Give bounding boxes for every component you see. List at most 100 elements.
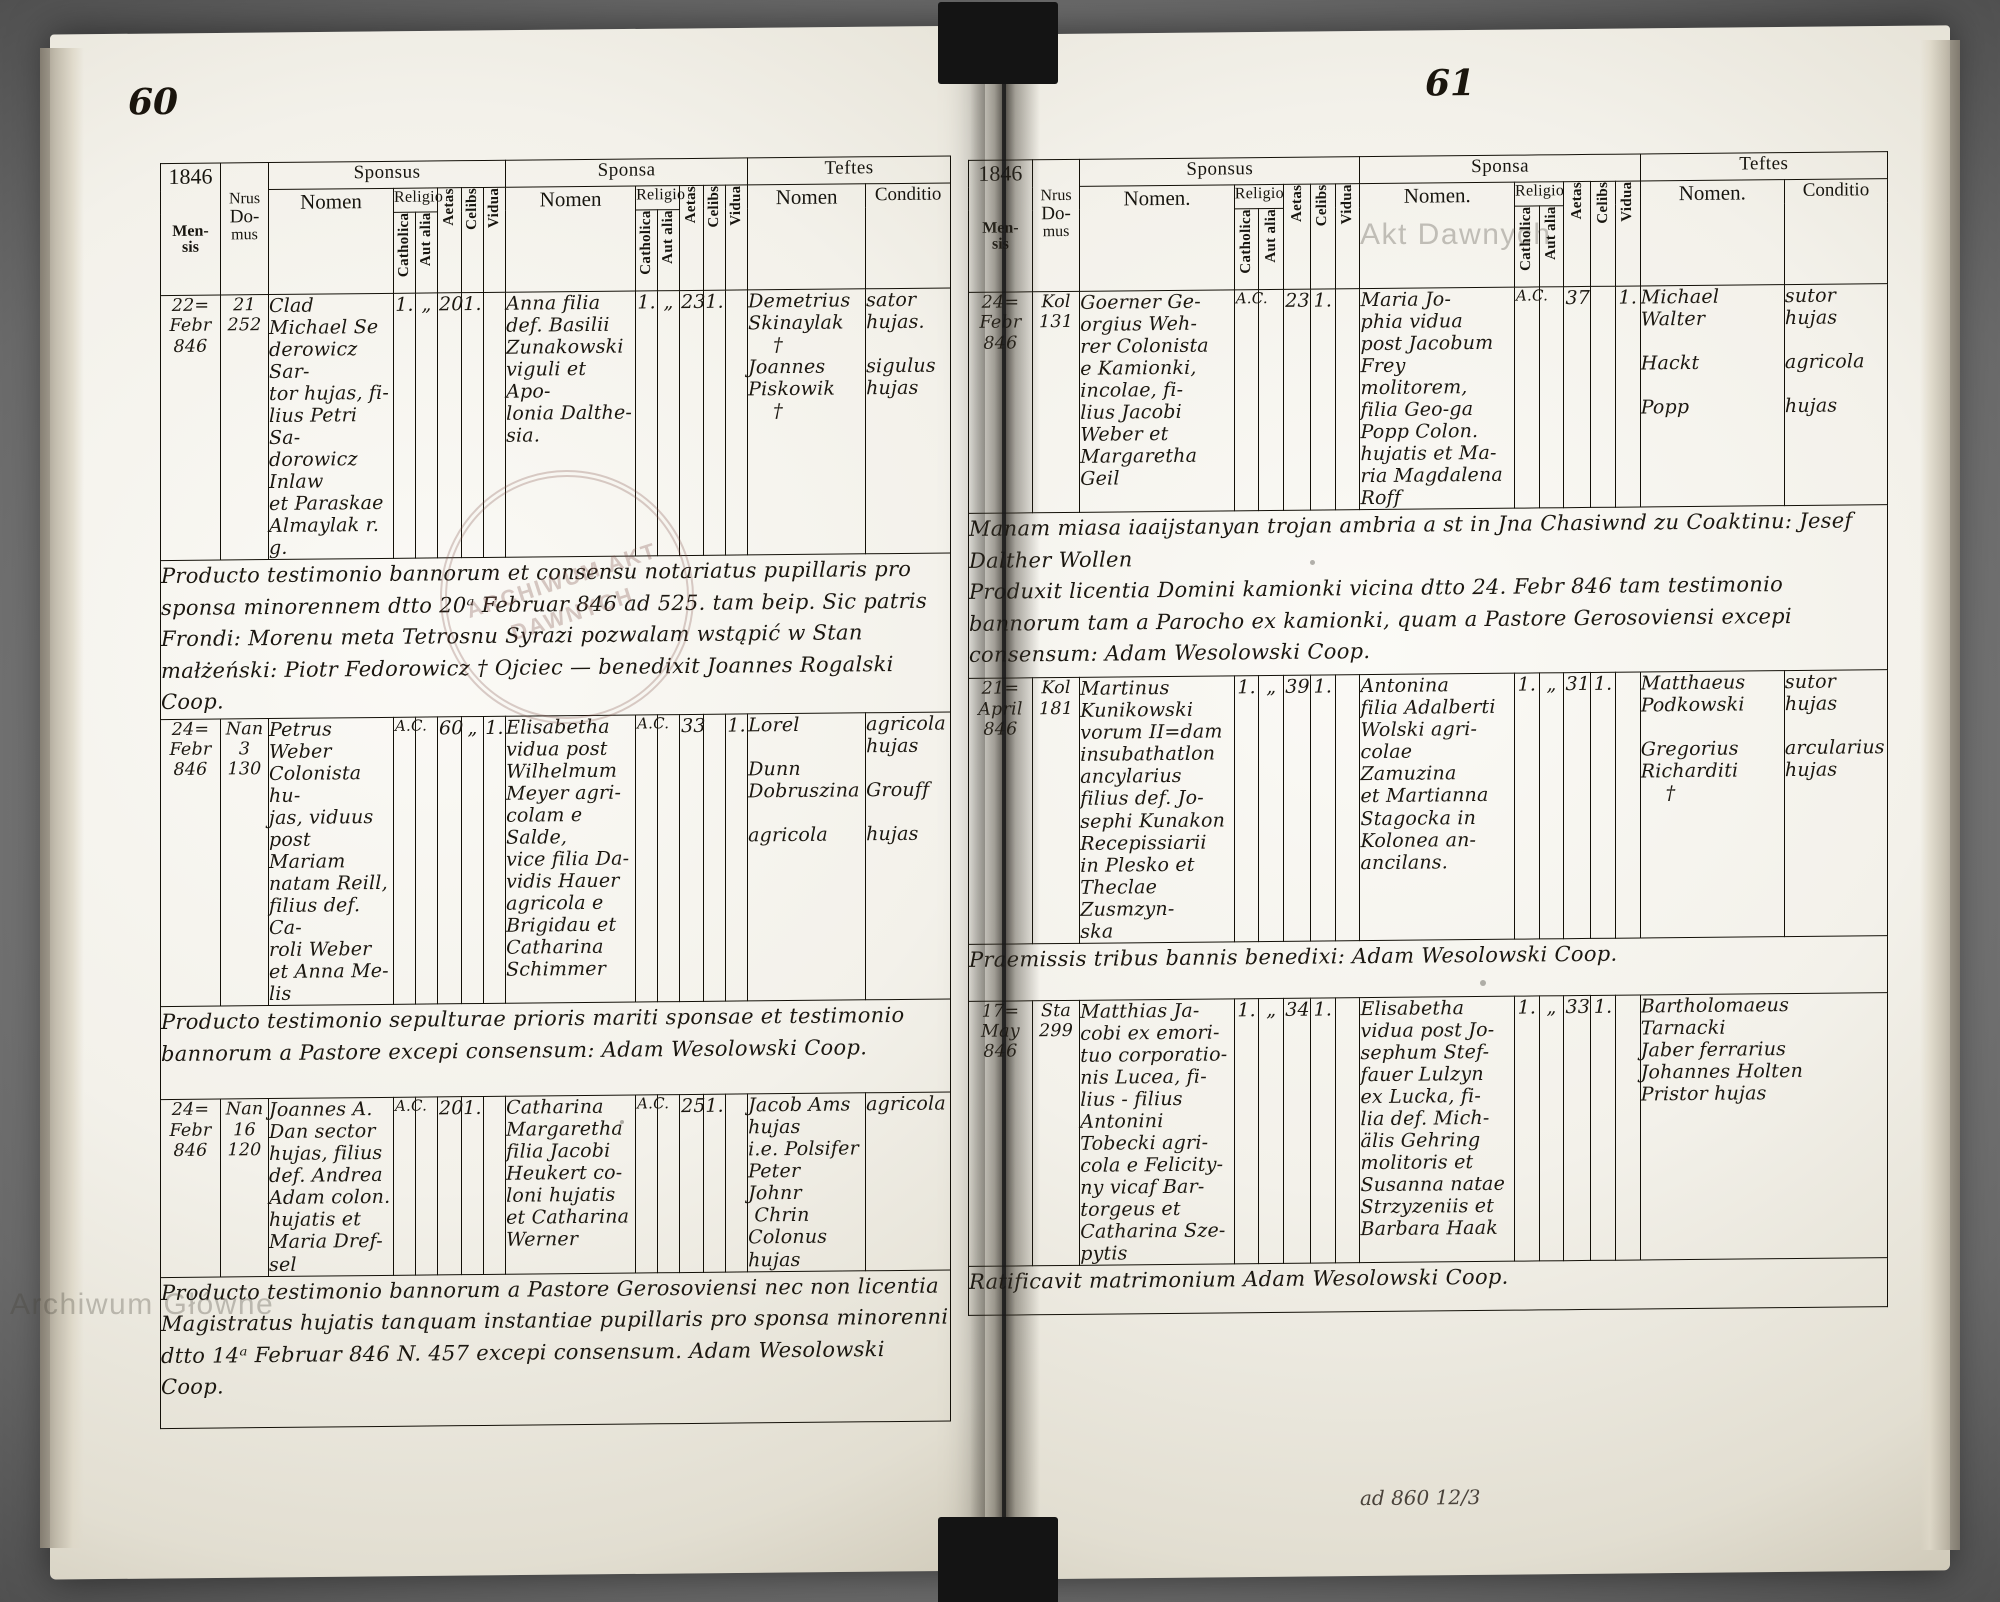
cell-domus: 21 252: [220, 294, 269, 561]
cell-mensis: 24= Febr 846: [160, 718, 221, 1007]
domus-label-2: mus: [231, 225, 258, 244]
cell-sponsa-celibs: 1.: [1590, 672, 1616, 939]
cell-testes-conditio: sutor hujas arcularius hujas: [1784, 669, 1888, 937]
cell-testes-conditio: sator hujas. sigulus hujas: [865, 287, 951, 555]
cell-mensis: 17= May 846: [968, 1000, 1033, 1267]
sponsa-nomen-header-right: Nomen.: [1359, 182, 1515, 289]
cell-domus: Nan 3 130: [220, 718, 269, 1007]
testes-conditio-header-left: Conditio: [865, 182, 951, 289]
cell-sponsus-autalia: [415, 1097, 438, 1275]
cell-sponsa-vidua: [1615, 994, 1641, 1261]
cell-sponsus-vidua: [1335, 674, 1360, 941]
cell-sponsus-celibs: 1.: [1310, 997, 1336, 1264]
cell-domus: Sta 299: [1032, 1000, 1080, 1266]
open-book: [40, 25, 1960, 1580]
table-row: 22= Febr 846 21 252 Clad Michael Se derowicz…: [160, 287, 951, 561]
year-label: 1846: [978, 160, 1023, 186]
table-row: 17= May 846 Sta 299 Matthias Ja-cobi ex emo…: [968, 992, 1888, 1267]
note-line-2: Produxit licentia Domini kamionki vicina…: [969, 572, 1792, 668]
sponsa-religio-header-left: Religio: [635, 185, 685, 210]
cell-sponsus-vidua: 1.: [483, 716, 506, 1004]
cell-sponsus-catholica: A.C.: [393, 1097, 427, 1275]
cell-sponsus-aetas: 23: [1283, 289, 1311, 511]
mensis-label-l1: Men-: [172, 222, 209, 240]
sponsa-autalia-header-left: Aut alia: [657, 209, 680, 291]
sponsa-vidua-header-right: Vidua: [1615, 180, 1641, 287]
cell-sponsus-vidua: [1335, 288, 1360, 511]
scan-speck: [620, 1120, 624, 1124]
sponsa-aetas-header-right: Aetas: [1563, 181, 1591, 287]
testes-group-header-left: Teftes: [747, 155, 951, 185]
sponsus-autalia-header-left: Aut alia: [415, 211, 438, 294]
cell-sponsus-aetas: 20: [437, 1096, 464, 1275]
sponsus-nomen-header-left: Nomen: [268, 188, 394, 295]
cell-sponsa-celibs: [1590, 286, 1616, 508]
mensis-label-l2: sis: [991, 235, 1009, 253]
sponsa-nomen-header-left: Nomen: [505, 186, 636, 293]
sponsus-aetas-header-left: Aetas: [437, 187, 462, 293]
cell-testes-nomen: Michael Walter Hackt Popp: [1640, 284, 1785, 508]
cell-sponsa-celibs: 1.: [703, 1094, 726, 1272]
cell-sponsa-nomen: Catharina Margaretha filia Jacobi Heukert c…: [505, 1095, 636, 1274]
register-table-left: 1846 Men- sis Nrus Do- mus Sponsus Spons…: [160, 155, 951, 1429]
cell-testes-nomen: Jacob Ams hujas i.e. Polsifer Peter Johnr …: [747, 1093, 866, 1272]
cell-sponsa-aetas: 25: [679, 1094, 706, 1273]
testes-group-header-right: Teftes: [1640, 151, 1888, 181]
cell-sponsus-aetas: 39: [1283, 675, 1311, 942]
sponsa-celibs-header-right: Celibs: [1590, 181, 1616, 287]
cell-sponsus-celibs: 1.: [1310, 288, 1336, 511]
cell-sponsus-autalia: [1258, 289, 1284, 511]
mensis-label-l1: Men-: [982, 219, 1019, 237]
sponsus-catholica-header-right: Catholica: [1234, 208, 1259, 290]
marginal-note: Ratificavit matrimonium Adam Wesolowski …: [968, 1257, 1888, 1316]
cell-sponsus-aetas: 20: [437, 292, 464, 559]
cell-sponsus-catholica: 1.: [1234, 675, 1259, 942]
folio-number-left: 60: [128, 80, 179, 124]
cell-sponsus-celibs: 1.: [1310, 675, 1336, 941]
year-label: 1846: [168, 163, 213, 189]
cell-sponsus-nomen: Joannes A. Dan sector hujas, filius def. An…: [268, 1097, 394, 1277]
note-line-1: Manam miasa iaaijstanyan trojan ambria a…: [969, 508, 1853, 573]
cell-sponsus-nomen: Goerner Ge-orgius Weh-rer Colonista e Kam…: [1079, 289, 1235, 513]
cell-mensis: 22= Febr 846: [160, 294, 221, 561]
pencil-annotation: ad 860 12/3: [1360, 1484, 1481, 1511]
cell-sponsus-nomen: Matthias Ja-cobi ex emori-tuo corporatio…: [1079, 998, 1235, 1266]
year-cell-right: 1846 Men- sis: [968, 159, 1033, 293]
cell-sponsa-nomen: Maria Jo-phia vidua post Jacobum Frey moli…: [1359, 287, 1515, 510]
sponsa-religio-header-right: Religio: [1514, 181, 1564, 206]
cell-sponsa-vidua: [1615, 672, 1641, 938]
cell-sponsa-aetas: 33: [679, 714, 706, 1002]
nrus-domus-cell-left: Nrus Do- mus: [220, 162, 269, 295]
sponsus-religio-header-right: Religio: [1234, 184, 1284, 209]
table-row: 24= Febr 846 Nan 16 120 Joannes A. Dan sector…: [160, 1092, 951, 1278]
cell-sponsa-celibs: [703, 714, 726, 1002]
cell-sponsa-vidua: [725, 1094, 748, 1272]
cell-sponsa-autalia: „: [1539, 995, 1564, 1261]
cell-mensis: 24= Febr 846: [160, 1099, 221, 1278]
sponsa-autalia-header-right: Aut alia: [1539, 205, 1564, 287]
table-row: 24= Febr 846 Nan 3 130 Petrus Weber Colonista…: [160, 711, 951, 1007]
sponsus-catholica-header-left: Catholica: [393, 211, 416, 294]
cell-sponsa-nomen: Antonina filia Adalberti Wolski agri-colae…: [1359, 673, 1515, 941]
cell-sponsa-aetas: 23: [679, 290, 706, 556]
cell-mensis: 24= Febr 846: [968, 291, 1033, 514]
cell-testes-nomen: Demetrius Skinaylak † Joannes Piskowik †: [747, 288, 866, 556]
cell-sponsa-nomen: Elisabetha vidua post Jo-sephum Stef-faue…: [1359, 995, 1515, 1263]
cell-testes-conditio: agricola hujas Grouff hujas: [865, 711, 951, 1001]
domus-label-2: mus: [1042, 222, 1070, 240]
cell-sponsus-vidua: [483, 1096, 506, 1274]
nrus-label: Nrus: [228, 190, 261, 208]
scan-speck: [1480, 980, 1486, 986]
cell-sponsa-catholica: 1.: [635, 290, 658, 557]
cell-sponsus-catholica: 1.: [393, 293, 416, 559]
cell-sponsa-catholica: 1.: [1514, 995, 1540, 1262]
table-row: 24= Febr 846 Kol 131 Goerner Ge-orgius Weh-…: [968, 283, 1888, 514]
note-row: Producto testimonio bannorum a Pastore G…: [160, 1269, 951, 1429]
cell-sponsa-aetas: 33: [1563, 995, 1591, 1261]
cell-sponsa-vidua: [725, 289, 748, 556]
sponsus-aetas-header-right: Aetas: [1283, 184, 1311, 290]
cell-sponsa-autalia: [1539, 286, 1564, 509]
cell-sponsa-celibs: 1.: [703, 290, 726, 556]
note-row: Producto testimonio sepulturae prioris m…: [160, 999, 951, 1100]
